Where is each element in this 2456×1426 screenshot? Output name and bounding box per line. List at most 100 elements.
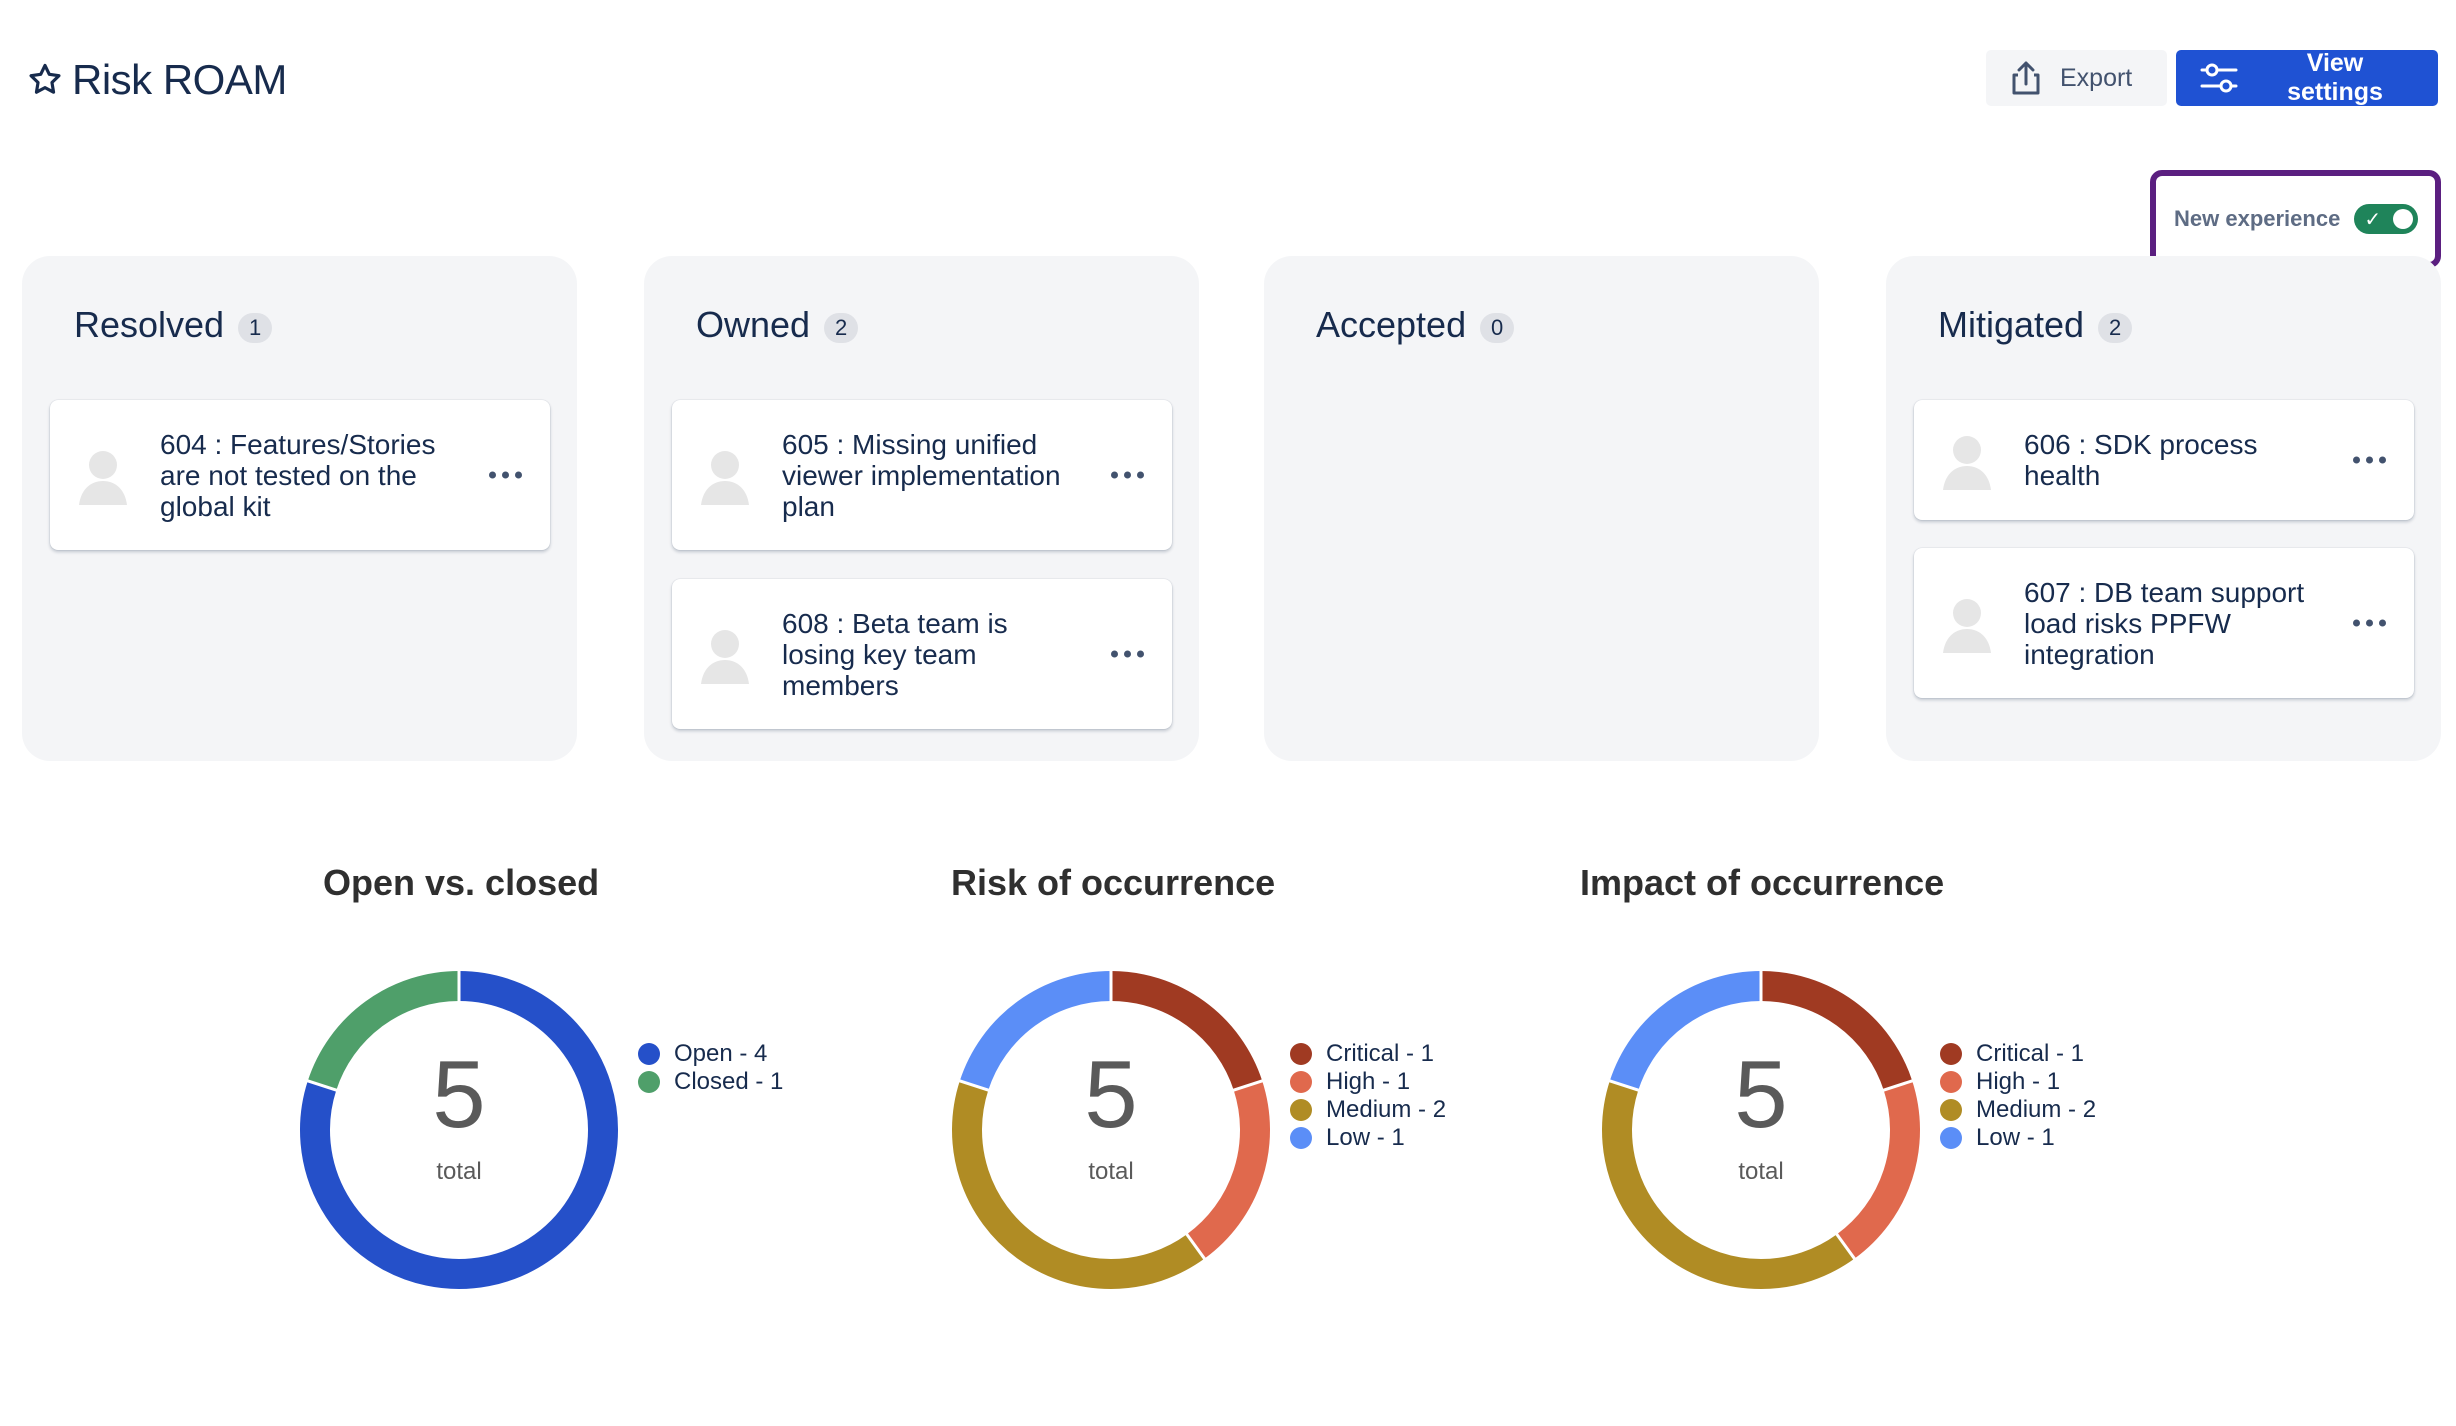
more-options-icon[interactable]	[2353, 619, 2386, 627]
more-options-icon[interactable]	[1111, 471, 1144, 479]
chart-total-label: total	[1088, 1158, 1133, 1185]
legend-item[interactable]: Low - 1	[1940, 1124, 2096, 1152]
chart-total-value: 5	[1084, 1041, 1137, 1148]
more-options-icon[interactable]	[489, 471, 522, 479]
check-icon: ✓	[2364, 209, 2382, 231]
column-resolved: Resolved 1 604 : Features/Stories are no…	[22, 256, 577, 761]
avatar-icon	[701, 630, 749, 684]
column-count-badge: 2	[2098, 313, 2133, 343]
risk-card-title: 607 : DB team support load risks PPFW in…	[2024, 576, 2305, 670]
donut-slice-low[interactable]	[1609, 971, 1762, 1091]
legend-dot-icon	[1290, 1071, 1312, 1093]
column-title: Resolved	[74, 304, 225, 345]
donut-slice-critical[interactable]	[1760, 971, 1913, 1091]
legend-item[interactable]: Closed - 1	[638, 1068, 783, 1096]
new-experience-toggle[interactable]: ✓	[2354, 204, 2419, 234]
legend-label: Low - 1	[1326, 1124, 1405, 1151]
legend-item[interactable]: Open - 4	[638, 1040, 783, 1068]
legend-dot-icon	[1290, 1043, 1312, 1065]
legend-dot-icon	[638, 1043, 660, 1065]
risk-occurrence-donut-chart: 5 total	[952, 970, 1270, 1289]
column-mitigated: Mitigated 2 606 : SDK process health 607…	[1886, 256, 2441, 761]
sliders-icon	[2200, 63, 2238, 93]
legend-item[interactable]: Critical - 1	[1290, 1040, 1446, 1068]
avatar-icon	[79, 451, 127, 505]
donut-slice-separator	[1882, 1079, 1914, 1092]
donut-slice-high[interactable]	[1836, 1080, 1920, 1259]
risk-card[interactable]: 606 : SDK process health	[1914, 400, 2414, 520]
legend-dot-icon	[1290, 1099, 1312, 1121]
chart-legend: Open - 4 Closed - 1	[638, 1040, 783, 1096]
column-count-badge: 2	[824, 313, 859, 343]
donut-slice-high[interactable]	[1186, 1080, 1270, 1259]
chart-total-value: 5	[1734, 1041, 1787, 1148]
column-count-badge: 1	[238, 313, 273, 343]
legend-item[interactable]: Low - 1	[1290, 1124, 1446, 1152]
export-label: Export	[2060, 63, 2133, 92]
donut-slice-medium[interactable]	[1602, 1080, 1855, 1289]
donut-slice-medium[interactable]	[952, 1080, 1205, 1289]
open-closed-donut-chart: 5 total	[300, 970, 618, 1289]
legend-label: High - 1	[1976, 1068, 2061, 1095]
donut-slice-open[interactable]	[300, 971, 618, 1289]
legend-label: Low - 1	[1976, 1124, 2055, 1151]
column-count-badge: 0	[1480, 313, 1515, 343]
legend-label: Closed - 1	[674, 1068, 784, 1095]
risk-card[interactable]: 608 : Beta team is losing key team membe…	[672, 579, 1172, 729]
legend-label: Medium - 2	[1976, 1096, 2097, 1123]
donut-slice-separator	[306, 1079, 338, 1092]
legend-label: Critical - 1	[1326, 1040, 1435, 1067]
page-title: Risk ROAM	[72, 56, 287, 103]
legend-dot-icon	[1290, 1127, 1312, 1149]
chart-legend: Critical - 1 High - 1 Medium - 2 Low - 1	[1940, 1040, 2096, 1152]
column-title: Mitigated	[1938, 304, 2085, 345]
star-icon[interactable]	[26, 61, 64, 99]
legend-label: Open - 4	[674, 1040, 768, 1067]
legend-label: Medium - 2	[1326, 1096, 1447, 1123]
new-experience-label: New experience	[2174, 206, 2341, 231]
impact-occurrence-donut-chart: 5 total	[1602, 970, 1920, 1289]
more-options-icon[interactable]	[2353, 456, 2386, 464]
legend-item[interactable]: Critical - 1	[1940, 1040, 2096, 1068]
page-header: Risk ROAM	[26, 56, 287, 104]
risk-card[interactable]: 604 : Features/Stories are not tested on…	[50, 400, 550, 550]
risk-card-title: 605 : Missing unified viewer implementat…	[782, 428, 1061, 522]
legend-label: High - 1	[1326, 1068, 1411, 1095]
legend-item[interactable]: High - 1	[1290, 1068, 1446, 1096]
donut-slice-low[interactable]	[959, 971, 1112, 1091]
chart-title: Impact of occurrence	[1580, 862, 1945, 903]
column-accepted: Accepted 0	[1264, 256, 1819, 761]
chart-total-label: total	[1738, 1158, 1783, 1185]
legend-dot-icon	[1940, 1071, 1962, 1093]
donut-slice-closed[interactable]	[307, 971, 460, 1091]
new-experience-toggle-container: New experience ✓	[2150, 170, 2441, 268]
risk-card[interactable]: 607 : DB team support load risks PPFW in…	[1914, 548, 2414, 698]
donut-slice-separator	[1608, 1079, 1640, 1092]
export-button[interactable]: Export	[1986, 50, 2167, 106]
chart-title: Open vs. closed	[323, 862, 600, 903]
donut-slice-separator	[1185, 1232, 1207, 1261]
legend-dot-icon	[1940, 1099, 1962, 1121]
donut-slice-critical[interactable]	[1110, 971, 1263, 1091]
chart-legend: Critical - 1 High - 1 Medium - 2 Low - 1	[1290, 1040, 1446, 1152]
legend-item[interactable]: Medium - 2	[1940, 1096, 2096, 1124]
toggle-knob	[2393, 209, 2414, 229]
column-title: Owned	[696, 304, 811, 345]
chart-title: Risk of occurrence	[951, 862, 1276, 903]
risk-card-title: 604 : Features/Stories are not tested on…	[160, 428, 436, 522]
chart-total-value: 5	[432, 1041, 485, 1148]
legend-item[interactable]: Medium - 2	[1290, 1096, 1446, 1124]
avatar-icon	[701, 451, 749, 505]
legend-dot-icon	[638, 1071, 660, 1093]
legend-item[interactable]: High - 1	[1940, 1068, 2096, 1096]
avatar-icon	[1943, 436, 1991, 490]
column-owned: Owned 2 605 : Missing unified viewer imp…	[644, 256, 1199, 761]
risk-card[interactable]: 605 : Missing unified viewer implementat…	[672, 400, 1172, 550]
view-settings-label: View settings	[2287, 49, 2383, 106]
donut-slice-separator	[1232, 1079, 1264, 1092]
view-settings-button[interactable]: View settings	[2176, 49, 2438, 106]
legend-label: Critical - 1	[1976, 1040, 2085, 1067]
avatar-icon	[1943, 599, 1991, 653]
more-options-icon[interactable]	[1111, 650, 1144, 658]
risk-card-title: 606 : SDK process health	[2024, 429, 2258, 491]
